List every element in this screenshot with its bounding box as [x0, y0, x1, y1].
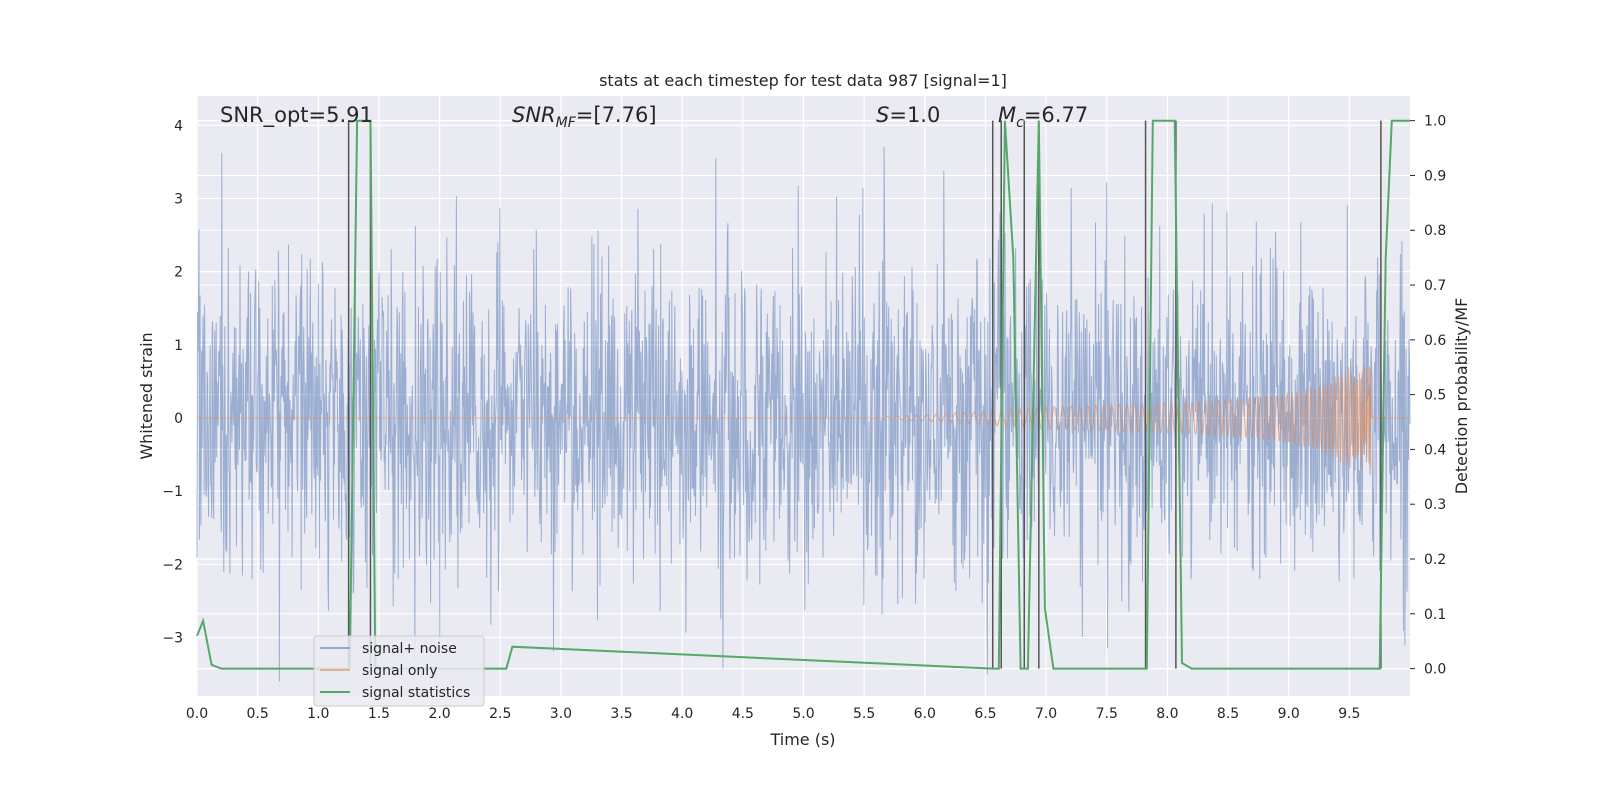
y-right-tick-label: 1.0	[1424, 114, 1446, 130]
y-right-tick-label: 0.7	[1424, 278, 1446, 294]
x-tick-label: 5.0	[792, 706, 814, 722]
y-tick-label: −3	[162, 630, 183, 646]
x-tick-label: 6.5	[974, 706, 996, 722]
y-right-tick-label: 0.2	[1424, 552, 1446, 568]
y-right-tick-label: 0.0	[1424, 662, 1446, 678]
y-axis-label-right: Detection probability/MF	[1452, 298, 1471, 495]
y-tick-label: 4	[174, 118, 183, 134]
x-tick-label: 2.5	[489, 706, 511, 722]
y-right-tick-label: 0.1	[1424, 607, 1446, 623]
annotation-s: S=1.0	[876, 103, 940, 127]
y-right-tick-label: 0.9	[1424, 168, 1446, 184]
x-tick-label: 0.0	[186, 706, 208, 722]
y-tick-label: 1	[174, 338, 183, 354]
x-tick-label: 3.5	[610, 706, 632, 722]
x-tick-label: 2.0	[428, 706, 450, 722]
x-tick-label: 5.5	[853, 706, 875, 722]
signal-trace	[197, 366, 1410, 470]
signal-series	[197, 366, 1410, 470]
y-right-tick-label: 0.5	[1424, 388, 1446, 404]
y-axis-label: Whitened strain	[137, 332, 156, 459]
y-tick-label: −2	[162, 557, 183, 573]
x-axis-label: Time (s)	[769, 730, 835, 749]
legend-box	[313, 635, 485, 707]
legend: signal+ noise signal only signal statist…	[313, 635, 485, 707]
x-tick-label: 1.5	[368, 706, 390, 722]
x-tick-label: 0.5	[247, 706, 269, 722]
y-tick-label: 3	[174, 191, 183, 207]
x-tick-label: 7.5	[1096, 706, 1118, 722]
x-ticks: 0.0 0.5 1.0 1.5 2.0 2.5 3.0 3.5 4.0 4.5 5.0 5.5 6.0 6…	[186, 706, 1361, 722]
x-tick-label: 3.0	[550, 706, 572, 722]
x-tick-label: 9.5	[1338, 706, 1360, 722]
legend-label-noise: signal+ noise	[362, 641, 457, 657]
x-tick-label: 8.0	[1156, 706, 1178, 722]
y-tick-label: 2	[174, 265, 183, 281]
y-right-tick-label: 0.8	[1424, 223, 1446, 239]
x-tick-label: 4.5	[732, 706, 754, 722]
legend-label-stats: signal statistics	[362, 685, 470, 701]
noise-series	[196, 147, 1411, 682]
y-right-tick-label: 0.3	[1424, 497, 1446, 513]
x-tick-label: 4.0	[671, 706, 693, 722]
x-tick-label: 6.0	[914, 706, 936, 722]
x-tick-label: 8.5	[1217, 706, 1239, 722]
legend-label-signal: signal only	[362, 663, 437, 679]
x-tick-label: 7.0	[1035, 706, 1057, 722]
y-right-tick-label: 0.4	[1424, 442, 1446, 458]
chart-title: stats at each timestep for test data 987…	[599, 71, 1007, 90]
y-right-tick-label: 0.6	[1424, 333, 1446, 349]
noise-trace	[196, 147, 1411, 682]
annotation-snr-mf: SNRMF=[7.76]	[512, 103, 657, 131]
annotation-mc: Mc=6.77	[998, 103, 1088, 131]
y-tick-label: 0	[174, 411, 183, 427]
y-ticks-left: −3 −2 −1 0 1 2 3 4	[162, 118, 183, 646]
x-tick-label: 1.0	[307, 706, 329, 722]
x-tick-label: 9.0	[1278, 706, 1300, 722]
y-tick-label: −1	[162, 484, 183, 500]
annotation-snr-opt: SNR_opt=5.91	[220, 103, 373, 128]
y-ticks-right: 0.0 0.1 0.2 0.3 0.4 0.5 0.6 0.7 0.8 0.9 1.0	[1410, 114, 1446, 678]
